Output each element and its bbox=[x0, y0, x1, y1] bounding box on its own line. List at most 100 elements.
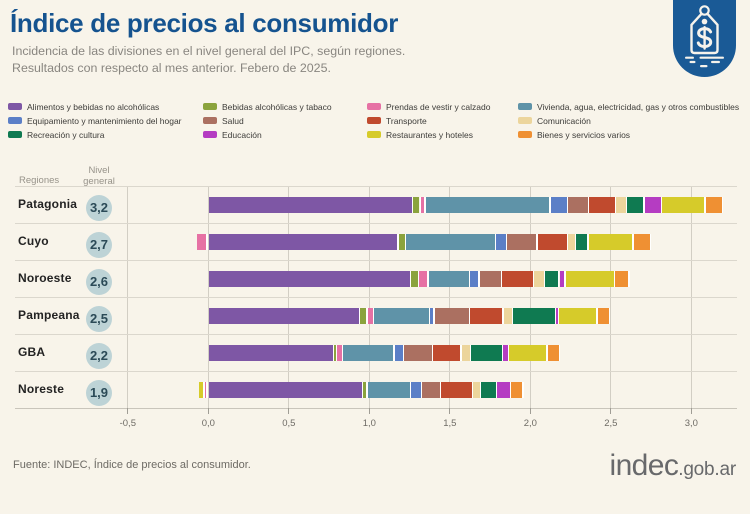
nivel-general-badge: 3,2 bbox=[86, 195, 112, 221]
bar-segment-gap bbox=[495, 381, 497, 398]
bar-segment-gap bbox=[433, 307, 435, 324]
bar-segment-gap bbox=[628, 270, 630, 287]
legend-label: Prendas de vestir y calzado bbox=[386, 102, 491, 112]
regions-column-header: Regiones bbox=[19, 175, 60, 186]
bar-segment-comunicacion bbox=[534, 270, 544, 287]
bar-segment-gap bbox=[614, 270, 616, 287]
bar-segment-recreacion bbox=[627, 196, 644, 213]
legend-label: Comunicación bbox=[537, 116, 591, 126]
bar-segment-bienes bbox=[547, 344, 560, 361]
bar-segment-gap bbox=[532, 270, 535, 287]
nivel-general-badge: 2,7 bbox=[86, 232, 112, 258]
nivel-general-badge: 2,6 bbox=[86, 269, 112, 295]
bar-segment-gap bbox=[507, 344, 510, 361]
bar-segment-equipamiento bbox=[496, 233, 507, 250]
legend-swatch-bebidas-icon bbox=[203, 103, 217, 110]
x-axis-tick-label: 3,0 bbox=[684, 418, 698, 429]
legend-swatch-transporte-icon bbox=[367, 117, 381, 124]
bar-segment-comunicacion bbox=[461, 344, 470, 361]
nivel-general-badge: 2,5 bbox=[86, 306, 112, 332]
bar-segment-equipamiento bbox=[470, 270, 479, 287]
bar-segment-bienes bbox=[705, 196, 722, 213]
region-label: Pampeana bbox=[18, 308, 80, 322]
subtitle: Incidencia de las divisiones en el nivel… bbox=[12, 43, 405, 77]
bar-segment-gap bbox=[660, 196, 663, 213]
bar-segment-equipamiento bbox=[394, 344, 403, 361]
bar-segment-gap bbox=[405, 233, 407, 250]
bar-segment-gap bbox=[614, 196, 617, 213]
bar-segment-gap bbox=[500, 270, 503, 287]
bar-segment-gap bbox=[431, 344, 433, 361]
x-axis-tick bbox=[690, 408, 692, 414]
x-axis-tick-label: 2,0 bbox=[523, 418, 537, 429]
x-axis-tick-label: 0,0 bbox=[201, 418, 215, 429]
bar-segment-vivienda bbox=[406, 233, 495, 250]
row-separator bbox=[15, 297, 737, 298]
bar-segment-gap bbox=[506, 233, 508, 250]
bar-segment-gap bbox=[366, 307, 368, 324]
indec-badge-logo bbox=[673, 0, 736, 82]
subtitle-line-2: Resultados con respecto al mes anterior.… bbox=[12, 61, 331, 75]
bar-segment-gap bbox=[494, 233, 497, 250]
bar-segment-gap bbox=[566, 196, 569, 213]
bar-segment-alimentos bbox=[208, 196, 412, 213]
bar-segment-comunicacion bbox=[568, 233, 575, 250]
bar-segment-bebidas bbox=[411, 270, 418, 287]
bar-segment-gap bbox=[206, 233, 208, 250]
legend-swatch-comunicacion-icon bbox=[518, 117, 532, 124]
bar-segment-vivienda bbox=[367, 381, 410, 398]
bar-segment-alimentos bbox=[208, 307, 359, 324]
bar-segment-gap bbox=[468, 270, 471, 287]
bar-segment-gap bbox=[358, 307, 360, 324]
bar-segment-gap bbox=[402, 344, 405, 361]
bar-segment-transporte bbox=[537, 233, 567, 250]
legend-swatch-salud-icon bbox=[203, 117, 217, 124]
x-axis-tick bbox=[610, 408, 612, 414]
bar-segment-gap bbox=[564, 270, 566, 287]
bar-segment-educacion bbox=[644, 196, 661, 213]
bar-segment-recreacion bbox=[481, 381, 496, 398]
row-separator bbox=[15, 371, 737, 372]
source-note: Fuente: INDEC, Índice de precios al cons… bbox=[13, 459, 251, 471]
row-separator bbox=[15, 260, 737, 261]
bar-segment-transporte bbox=[502, 270, 533, 287]
bar-segment-bebidas bbox=[363, 381, 367, 398]
bar-segment-prendas bbox=[204, 381, 207, 398]
bar-segment-gap bbox=[574, 233, 576, 250]
legend-swatch-alimentos-icon bbox=[8, 103, 22, 110]
bar-segment-restaurantes bbox=[565, 270, 615, 287]
bar-segment-gap bbox=[439, 381, 442, 398]
bar-segment-recreacion bbox=[545, 270, 559, 287]
indec-wordmark-main: indec bbox=[609, 449, 679, 482]
bar-segment-bienes bbox=[633, 233, 650, 250]
bar-segment-gap bbox=[424, 196, 426, 213]
bar-segment-gap bbox=[419, 196, 421, 213]
bar-segment-gap bbox=[471, 381, 474, 398]
bar-segment-gap bbox=[409, 381, 412, 398]
bar-segment-gap bbox=[546, 344, 548, 361]
bar-segment-bebidas bbox=[398, 233, 405, 250]
bar-segment-gap bbox=[558, 270, 560, 287]
bar-segment-salud bbox=[507, 233, 537, 250]
bar-segment-gap bbox=[596, 307, 598, 324]
bar-segment-bienes bbox=[511, 381, 523, 398]
bar-segment-equipamiento bbox=[550, 196, 567, 213]
legend-swatch-educacion-icon bbox=[203, 131, 217, 138]
bar-segment-gap bbox=[468, 307, 470, 324]
legend-label: Equipamiento y mantenimiento del hogar bbox=[27, 116, 182, 126]
bar-segment-bienes bbox=[597, 307, 609, 324]
legend-label: Vivienda, agua, electricidad, gas y otro… bbox=[537, 102, 740, 112]
bar-segment-gap bbox=[549, 196, 551, 213]
bar-segment-salud bbox=[479, 270, 501, 287]
bar-segment-educacion bbox=[556, 307, 558, 324]
bar-segment-gap bbox=[502, 307, 504, 324]
level-header-line1: Nivel bbox=[88, 165, 110, 176]
x-axis-tick bbox=[288, 408, 290, 414]
bar-segment-prendas bbox=[420, 196, 425, 213]
legend-label: Bebidas alcohólicas y tabaco bbox=[222, 102, 332, 112]
bar-segment-vivienda bbox=[374, 307, 429, 324]
legend-swatch-equipamiento-icon bbox=[8, 117, 22, 124]
region-label: Noreste bbox=[18, 382, 65, 396]
bar-segment-gap bbox=[206, 381, 208, 398]
x-axis-line bbox=[15, 408, 737, 409]
